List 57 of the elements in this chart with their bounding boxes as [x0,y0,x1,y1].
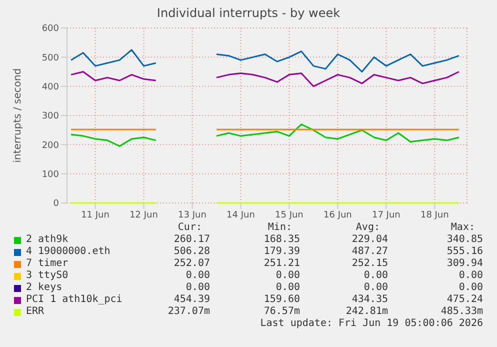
x-tick-label: 13 Jun [178,210,206,220]
text: 506.28 [174,246,210,257]
text: Cur: [178,222,202,233]
text: 0.00 [458,282,483,293]
text: 251.21 [264,258,300,269]
x-tick-label: 11 Jun [81,210,110,220]
text: 242.81m [346,306,388,317]
text: Avg: [356,222,380,233]
x-tick-label: 12 Jun [130,210,158,220]
text: 340.85 [446,234,483,245]
y-tick-label: 0 [53,199,60,210]
text: 555.16 [446,246,483,257]
text: 0.00 [364,270,388,281]
x-tick-label: 17 Jun [372,210,400,220]
legend-label: ERR [26,306,44,317]
legend-label: 7 timer [26,258,68,269]
text: 475.24 [446,294,483,305]
y-tick-label: 200 [42,140,60,151]
text: 179.39 [264,246,300,257]
x-tick-label: 15 Jun [275,210,304,220]
text: 0.00 [276,270,300,281]
text: 252.15 [352,258,388,269]
y-tick-label: 400 [42,82,60,93]
x-tick-label: 14 Jun [226,210,255,220]
y-axis-title: interrupts / second [12,68,24,163]
text: 487.27 [352,246,388,257]
x-tick-label: 18 Jun [420,210,449,220]
text: 76.57m [264,306,300,317]
text: 434.35 [352,294,388,305]
text: 454.39 [174,294,210,305]
legend-label: 2 ath9k [26,234,68,245]
legend-label: 3 ttyS0 [26,270,68,281]
legend-label: 4 19000000.eth [26,246,110,257]
text: 0.00 [186,282,210,293]
text: 309.94 [446,258,483,269]
y-tick-label: 100 [42,170,60,180]
text: 0.00 [458,270,483,281]
text: 0.00 [364,282,388,293]
legend-label: 2 keys [26,282,62,293]
y-tick-label: 500 [42,53,60,64]
text: Max: [450,222,475,233]
text: 168.35 [264,234,300,245]
text: 229.04 [352,234,388,245]
y-tick-label: 300 [42,112,60,122]
x-tick-label: 16 Jun [324,210,352,220]
legend-label: PCI 1 ath10k_pci [26,294,122,305]
y-tick-label: 600 [42,24,60,34]
text: Last update: Fri Jun 19 05:00:06 2026 [260,318,483,329]
chart-title: Individual interrupts - by week [156,6,342,20]
text: 159.60 [264,294,300,305]
text: 252.07 [174,258,210,269]
text: 237.07m [168,306,210,317]
text: 0.00 [276,282,300,293]
text: 0.00 [186,270,210,281]
text: 260.17 [174,234,210,245]
text: Min: [268,222,292,233]
text: 485.33m [440,306,483,317]
